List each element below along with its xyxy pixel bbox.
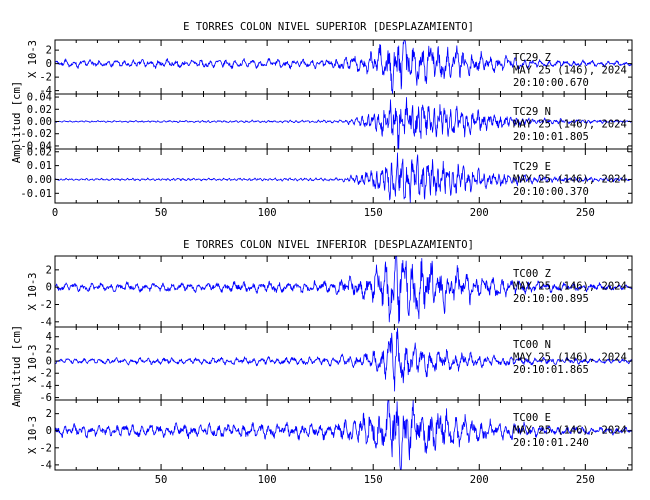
y-tick-label: 0.00 <box>27 174 52 186</box>
y-axis-label: Amplitud [cm] <box>11 81 23 163</box>
station-label: TC00 N <box>513 339 551 351</box>
y-tick-label: 0.01 <box>27 160 52 172</box>
station-label: MAY 25 (146), 2024 <box>513 352 627 364</box>
station-label: TC29 Z <box>513 52 551 64</box>
y-tick-label: 0 <box>46 282 52 294</box>
y-tick-label: 2 <box>46 343 52 355</box>
series-line <box>54 40 633 94</box>
station-label: MAY 25 (146), 2024 <box>513 425 627 437</box>
y-tick-label: 0.04 <box>27 92 52 104</box>
station-label: 20:10:00.670 <box>513 77 589 89</box>
station-label: 20:10:00.370 <box>513 186 589 198</box>
station-label: TC00 Z <box>513 268 551 280</box>
y-tick-label: 0 <box>46 356 52 368</box>
station-label: TC29 E <box>513 161 551 173</box>
station-label: MAY 25 (146), 2024 <box>513 174 627 186</box>
x-tick-label: 250 <box>576 474 595 486</box>
x-tick-label: 100 <box>258 207 277 219</box>
y-tick-label: 0.00 <box>27 116 52 128</box>
x-tick-label: 50 <box>155 207 168 219</box>
y-tick-label: -2 <box>39 299 52 311</box>
x-tick-label: 100 <box>258 474 277 486</box>
series-line <box>54 328 633 392</box>
scale-label: X 10-3 <box>27 345 39 383</box>
series-line <box>54 152 633 203</box>
chart-title: E TORRES COLON NIVEL SUPERIOR [DESPLAZAM… <box>183 21 474 33</box>
y-axis-label: Amplitud [cm] <box>11 325 23 407</box>
series-line <box>54 400 633 470</box>
scale-label: X 10-3 <box>27 273 39 311</box>
station-label: TC29 N <box>513 106 551 118</box>
y-tick-label: -4 <box>39 316 52 328</box>
scale-label: X 10-3 <box>27 40 39 78</box>
y-tick-label: -2 <box>39 368 52 380</box>
x-tick-label: 150 <box>364 207 383 219</box>
y-tick-label: -2 <box>39 442 52 454</box>
y-tick-label: 0 <box>46 425 52 437</box>
station-label: MAY 25 (146), 2024 <box>513 65 627 77</box>
series-line <box>54 97 633 149</box>
series-line <box>54 256 633 324</box>
y-tick-label: -4 <box>39 459 52 471</box>
y-tick-label: 0.02 <box>27 146 52 158</box>
y-tick-label: -0.02 <box>20 128 52 140</box>
station-label: TC00 E <box>513 412 551 424</box>
y-tick-label: 2 <box>46 408 52 420</box>
station-label: 20:10:01.240 <box>513 437 589 449</box>
chart-title: E TORRES COLON NIVEL INFERIOR [DESPLAZAM… <box>183 239 474 251</box>
x-tick-label: 200 <box>470 207 489 219</box>
chart-1: E TORRES COLON NIVEL SUPERIOR [DESPLAZAM… <box>11 21 633 219</box>
panel-frame <box>54 399 633 471</box>
y-tick-label: -6 <box>39 392 52 404</box>
station-label: 20:10:01.865 <box>513 364 589 376</box>
y-tick-label: 4 <box>46 331 52 343</box>
station-label: MAY 25 (146), 2024 <box>513 281 627 293</box>
x-tick-label: 50 <box>155 474 168 486</box>
panel-frame <box>54 148 633 204</box>
x-tick-label: 150 <box>364 474 383 486</box>
y-tick-label: 2 <box>46 45 52 57</box>
station-label: 20:10:00.895 <box>513 293 589 305</box>
y-tick-label: -4 <box>39 85 52 97</box>
y-tick-label: -2 <box>39 72 52 84</box>
y-tick-label: -0.04 <box>20 140 52 152</box>
station-label: MAY 25 (146), 2024 <box>513 119 627 131</box>
y-tick-label: 0.02 <box>27 104 52 116</box>
x-tick-label: 0 <box>52 207 58 219</box>
y-tick-label: -4 <box>39 380 52 392</box>
scale-label: X 10-3 <box>27 416 39 454</box>
station-label: 20:10:01.805 <box>513 131 589 143</box>
y-tick-label: 0 <box>46 58 52 70</box>
y-tick-label: -0.01 <box>20 188 52 200</box>
x-tick-label: 200 <box>470 474 489 486</box>
y-tick-label: 2 <box>46 264 52 276</box>
x-tick-label: 250 <box>576 207 595 219</box>
chart-2: E TORRES COLON NIVEL INFERIOR [DESPLAZAM… <box>11 239 633 486</box>
